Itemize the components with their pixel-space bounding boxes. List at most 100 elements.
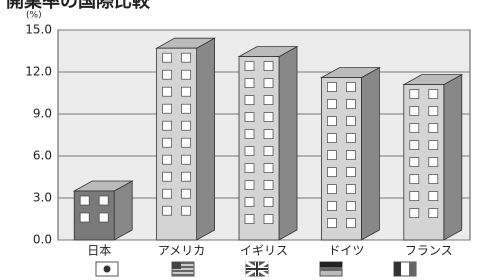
window	[163, 104, 172, 113]
window	[410, 209, 419, 218]
window	[163, 189, 172, 198]
flag-germany	[320, 262, 342, 276]
x-tick-label: イギリス	[240, 244, 288, 258]
window	[410, 175, 419, 184]
window	[264, 62, 273, 71]
window	[182, 172, 191, 181]
window	[264, 79, 273, 88]
window	[264, 147, 273, 156]
y-tick-label: 12.0	[25, 65, 52, 79]
flag-uk	[246, 262, 268, 276]
window	[163, 53, 172, 62]
window	[327, 134, 336, 143]
window	[327, 117, 336, 126]
window	[346, 219, 355, 228]
bar-side	[361, 68, 379, 240]
window	[182, 189, 191, 198]
bar-side	[197, 38, 215, 240]
window	[182, 206, 191, 215]
bar-side	[279, 47, 297, 240]
window	[163, 138, 172, 147]
window	[346, 100, 355, 109]
window	[163, 70, 172, 79]
window	[245, 181, 254, 190]
window	[410, 124, 419, 133]
window	[163, 121, 172, 130]
window	[182, 138, 191, 147]
x-tick-label: 日本	[87, 244, 111, 258]
window	[429, 124, 438, 133]
y-tick-label: 0.0	[33, 233, 52, 247]
flags	[96, 262, 416, 276]
window	[346, 151, 355, 160]
window	[99, 196, 108, 205]
flag-france	[394, 262, 416, 276]
window	[429, 158, 438, 167]
window	[163, 206, 172, 215]
window	[182, 104, 191, 113]
window	[410, 192, 419, 201]
window	[327, 219, 336, 228]
window	[245, 198, 254, 207]
window	[429, 107, 438, 116]
y-tick-label: 9.0	[33, 107, 52, 121]
bar-side	[444, 75, 462, 240]
window	[245, 113, 254, 122]
flag-usa	[172, 262, 194, 276]
window	[429, 192, 438, 201]
window	[163, 155, 172, 164]
window	[264, 198, 273, 207]
window	[182, 53, 191, 62]
window	[264, 113, 273, 122]
window	[80, 196, 89, 205]
window	[327, 100, 336, 109]
window	[264, 181, 273, 190]
window	[346, 202, 355, 211]
window	[245, 130, 254, 139]
window	[163, 87, 172, 96]
y-tick-label: 3.0	[33, 191, 52, 205]
window	[410, 158, 419, 167]
x-tick-label: アメリカ	[158, 244, 205, 258]
window	[245, 96, 254, 105]
window	[429, 209, 438, 218]
window	[327, 168, 336, 177]
window	[429, 90, 438, 99]
x-tick-label: フランス	[405, 244, 453, 258]
y-tick-label: 15.0	[25, 23, 52, 37]
window	[346, 83, 355, 92]
window	[182, 155, 191, 164]
window	[163, 172, 172, 181]
y-tick-label: 6.0	[33, 149, 52, 163]
window	[182, 70, 191, 79]
window	[264, 130, 273, 139]
window	[346, 168, 355, 177]
window	[429, 141, 438, 150]
chart: 開業率の国際比較 (%) 0.03.06.09.012.015.0日本アメリカイ…	[0, 0, 493, 280]
window	[264, 164, 273, 173]
window	[346, 185, 355, 194]
x-tick-label: ドイツ	[328, 244, 364, 258]
window	[245, 147, 254, 156]
window	[346, 117, 355, 126]
window	[264, 96, 273, 105]
window	[264, 215, 273, 224]
window	[245, 62, 254, 71]
window	[410, 90, 419, 99]
window	[327, 151, 336, 160]
window	[346, 134, 355, 143]
window	[429, 175, 438, 184]
window	[182, 121, 191, 130]
window	[245, 215, 254, 224]
window	[182, 87, 191, 96]
window	[245, 164, 254, 173]
window	[80, 213, 89, 222]
y-unit: (%)	[26, 11, 42, 21]
window	[327, 185, 336, 194]
window	[410, 107, 419, 116]
flag-japan	[96, 262, 118, 276]
window	[327, 83, 336, 92]
window	[327, 202, 336, 211]
window	[410, 141, 419, 150]
window	[99, 213, 108, 222]
